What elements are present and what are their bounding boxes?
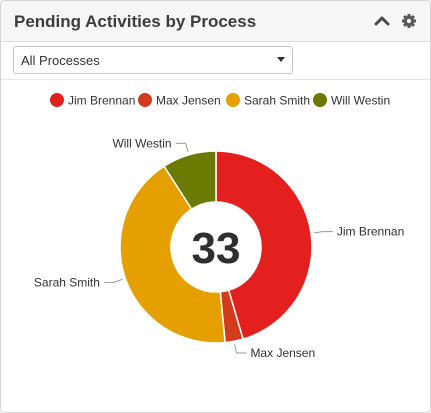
center-total: 33 (192, 224, 241, 273)
legend-swatch (226, 93, 240, 107)
process-filter-value: All Processes (21, 53, 100, 68)
legend-swatch (50, 93, 64, 107)
leader-line (313, 231, 333, 234)
legend-item-will-westin[interactable]: Will Westin (313, 93, 390, 108)
slice-will-westin[interactable] (163, 150, 217, 211)
chevron-up-icon[interactable] (372, 11, 392, 31)
slice-jim-brennan[interactable] (215, 150, 313, 341)
widget-header: Pending Activities by Process (1, 1, 430, 42)
slice-label-jim-brennan: Jim Brennan (337, 225, 404, 239)
legend-label: Jim Brennan (68, 94, 135, 108)
legend-swatch (313, 93, 327, 107)
legend-label: Sarah Smith (244, 94, 310, 108)
slice-label-will-westin: Will Westin (112, 136, 171, 150)
chevron-down-icon (277, 57, 285, 62)
leader-line (175, 142, 189, 153)
leader-line (234, 344, 247, 354)
process-filter-select[interactable]: All Processes (13, 46, 293, 74)
legend-item-max-jensen[interactable]: Max Jensen (138, 93, 221, 108)
slice-label-max-jensen: Max Jensen (250, 346, 315, 360)
legend-item-sarah-smith[interactable]: Sarah Smith (226, 93, 310, 108)
legend-swatch (138, 93, 152, 107)
slice-label-sarah-smith: Sarah Smith (34, 275, 100, 289)
widget-title: Pending Activities by Process (14, 12, 257, 31)
legend-item-jim-brennan[interactable]: Jim Brennan (50, 93, 135, 108)
gear-icon[interactable] (399, 11, 419, 31)
divider (1, 79, 430, 80)
leader-line (103, 278, 123, 283)
legend-label: Max Jensen (156, 94, 221, 108)
legend-label: Will Westin (331, 94, 390, 108)
slice-sarah-smith[interactable] (119, 165, 226, 344)
